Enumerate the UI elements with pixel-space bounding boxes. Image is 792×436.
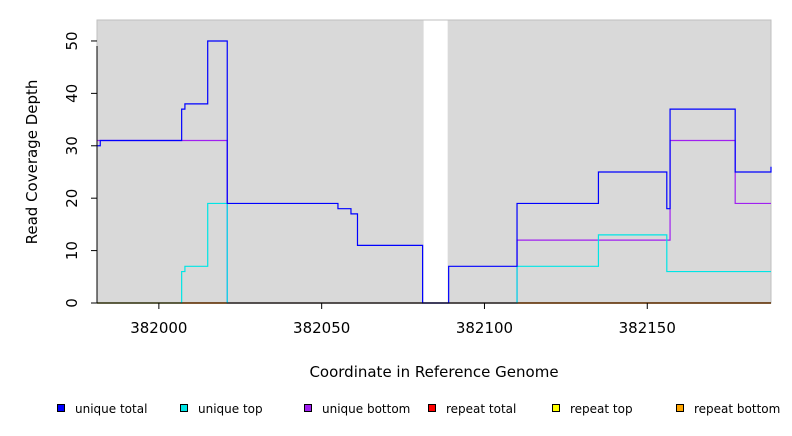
legend-swatch (428, 404, 436, 412)
legend-label: repeat total (446, 402, 516, 416)
x-tick-label: 382100 (456, 319, 513, 337)
legend-label: repeat bottom (694, 402, 780, 416)
y-tick-label: 30 (63, 136, 81, 155)
legend-label: repeat top (570, 402, 633, 416)
y-tick-label: 10 (63, 241, 81, 260)
legend-label: unique total (75, 402, 147, 416)
x-axis-title: Coordinate in Reference Genome (309, 363, 558, 381)
legend-item-repeat-bottom: repeat bottom (676, 402, 780, 416)
legend-item-unique-top: unique top (180, 402, 263, 416)
y-axis-title: Read Coverage Depth (23, 80, 41, 245)
series-line-unique-total (97, 40, 772, 304)
legend-swatch (552, 404, 560, 412)
legend-label: unique top (198, 402, 263, 416)
legend-swatch (304, 404, 312, 412)
gap-region (423, 20, 448, 303)
x-tick-label: 382000 (130, 319, 187, 337)
plot-background (96, 19, 772, 304)
x-tick-label: 382150 (619, 319, 676, 337)
legend-item-repeat-total: repeat total (428, 402, 516, 416)
legend-swatch (676, 404, 684, 412)
y-tick-label: 0 (63, 298, 81, 308)
legend-item-unique-total: unique total (57, 402, 147, 416)
legend-item-unique-bottom: unique bottom (304, 402, 410, 416)
x-tick-label: 382050 (293, 319, 350, 337)
y-tick-label: 20 (63, 189, 81, 208)
y-tick-label: 40 (63, 84, 81, 103)
legend-label: unique bottom (322, 402, 410, 416)
y-tick-label: 50 (63, 31, 81, 50)
axes-layer: 382000 382050 382100 382150 0 10 20 30 40 50 (63, 31, 771, 337)
legend-swatch (57, 404, 65, 412)
legend: unique total unique top unique bottom repea… (57, 402, 780, 416)
legend-item-repeat-top: repeat top (552, 402, 633, 416)
legend-swatch (180, 404, 188, 412)
